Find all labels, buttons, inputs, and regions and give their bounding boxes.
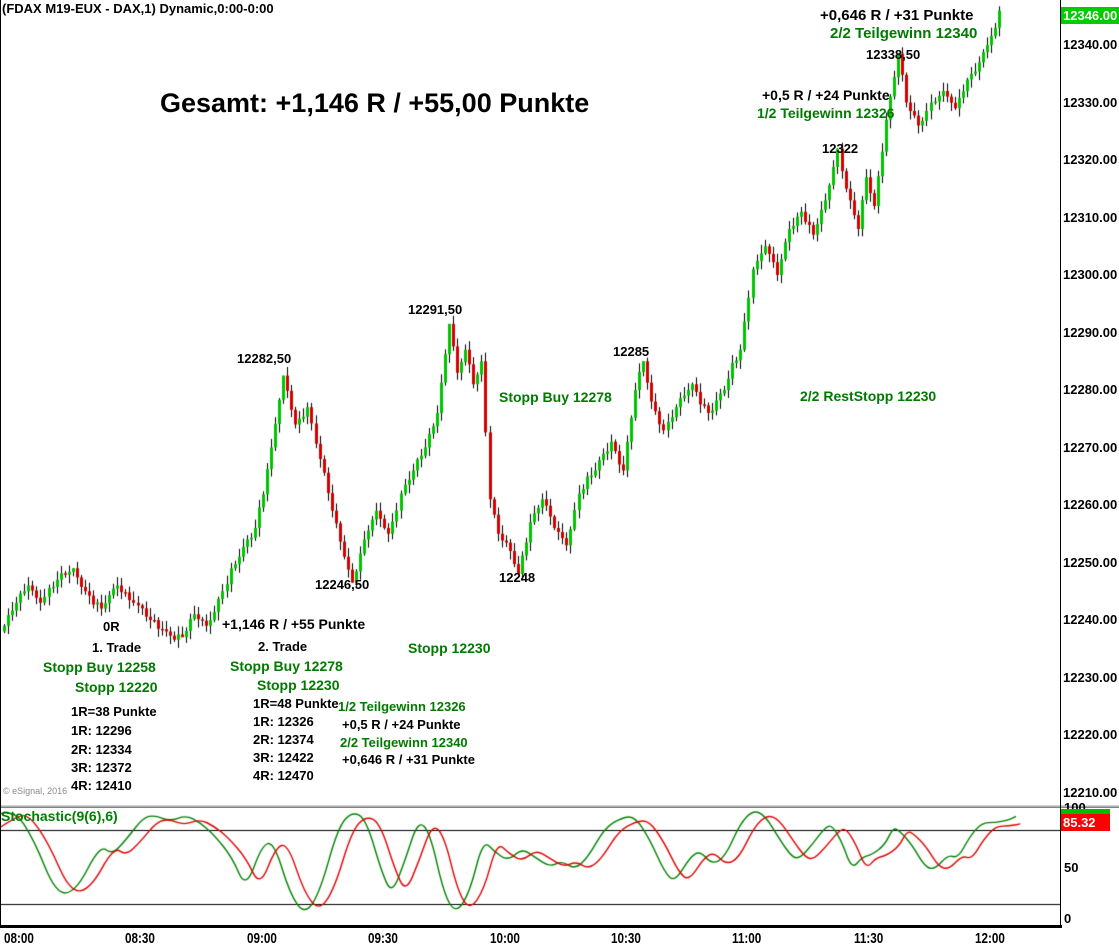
price-axis-label: 12340.00 [1063, 37, 1118, 52]
chart-annotation: Stopp 12220 [75, 679, 158, 695]
chart-annotation: 12291,50 [408, 302, 463, 317]
chart-annotation: 12282,50 [237, 351, 292, 366]
chart-annotation: 1/2 Teilgewinn 12326 [757, 105, 895, 121]
chart-annotation: 1. Trade [92, 640, 142, 655]
stochastic-value-flag: 85.32 [1061, 814, 1110, 831]
time-axis-label: 08:30 [125, 930, 156, 947]
chart-annotation: 3R: 12422 [253, 750, 314, 765]
chart-annotation: Gesamt: +1,146 R / +55,00 Punkte [160, 88, 590, 118]
chart-annotation: Stopp Buy 12278 [230, 658, 343, 674]
chart-annotation: 1R=38 Punkte [71, 704, 157, 719]
time-axis-label: 08:00 [4, 930, 34, 947]
price-axis-label: 12310.00 [1063, 209, 1118, 225]
chart-annotation: +1,146 R / +55 Punkte [222, 616, 366, 632]
price-axis-label: 12330.00 [1063, 94, 1118, 110]
chart-annotation: 12338,50 [866, 47, 921, 62]
price-axis-label: 12290.00 [1063, 324, 1118, 340]
time-axis-label: 11:30 [853, 930, 883, 947]
chart-annotation: +0,5 R / +24 Punkte [762, 87, 890, 103]
price-axis-label: 12220.00 [1063, 727, 1118, 742]
chart-annotation: 2/2 Teilgewinn 12340 [340, 735, 468, 750]
chart-annotation: 2R: 12334 [71, 742, 132, 757]
chart-annotation: 12248 [499, 570, 536, 585]
chart-left-border [0, 0, 1, 928]
chart-annotation: 12322 [822, 141, 859, 156]
chart-annotation: 1/2 Teilgewinn 12326 [338, 699, 466, 714]
chart-annotation: 4R: 12470 [253, 768, 314, 783]
esignal-watermark: © eSignal, 2016 [3, 786, 68, 796]
price-axis-label: 12250.00 [1063, 554, 1118, 570]
chart-annotation: +0,5 R / +24 Punkte [342, 717, 461, 732]
chart-annotation: +0,646 R / +31 Punkte [342, 752, 475, 767]
chart-annotation: 2R: 12374 [253, 732, 314, 747]
time-axis-label: 09:30 [368, 930, 399, 947]
last-price-flag: 12346.00 [1061, 7, 1119, 24]
chart-annotation: 1R: 12296 [71, 723, 132, 738]
chart-annotation: Stopp Buy 12258 [43, 659, 156, 675]
chart-annotation: 1R=48 Punkte [253, 696, 339, 711]
chart-annotation: 12285 [613, 344, 650, 359]
price-axis-label: 12210.00 [1063, 784, 1118, 800]
time-axis-label: 11:00 [732, 930, 762, 947]
chart-annotation: Stopp 12230 [257, 677, 340, 693]
chart-annotation: Stopp 12230 [408, 640, 491, 656]
axis-border-line [1060, 0, 1061, 928]
price-axis-label: 12320.00 [1063, 152, 1118, 167]
stochastic-scale-50: 50 [1064, 860, 1079, 875]
stochastic-label: Stochastic(9(6),6) [1, 808, 118, 824]
price-axis-label: 12230.00 [1063, 669, 1118, 685]
time-axis-border [0, 925, 1062, 928]
chart-annotation: 4R: 12410 [71, 778, 132, 793]
chart-annotation: Stopp Buy 12278 [499, 389, 612, 405]
chart-annotation: 2. Trade [258, 639, 308, 654]
price-chart-canvas[interactable] [0, 0, 1060, 806]
time-axis-label: 10:00 [489, 930, 520, 947]
price-axis-label: 12270.00 [1063, 439, 1118, 455]
chart-title: (FDAX M19-EUX - DAX,1) Dynamic,0:00-0:00 [2, 1, 274, 16]
price-axis-label: 12300.00 [1063, 267, 1118, 282]
chart-annotation: 3R: 12372 [71, 760, 132, 775]
chart-annotation: 12246,50 [315, 577, 370, 592]
time-axis-label: 09:00 [246, 930, 277, 947]
chart-annotation: 1R: 12326 [253, 714, 314, 729]
price-axis-label: 12240.00 [1063, 612, 1118, 627]
panel-divider[interactable] [0, 805, 1119, 808]
price-axis-label: 12280.00 [1063, 382, 1118, 397]
price-axis-label: 12260.00 [1063, 497, 1118, 512]
chart-annotation: +0,646 R / +31 Punkte [820, 7, 974, 24]
time-axis-label: 12:00 [975, 930, 1005, 947]
stochastic-scale-0: 0 [1064, 911, 1072, 926]
chart-annotation: 0R [103, 619, 120, 634]
chart-annotation: 2/2 Teilgewinn 12340 [830, 25, 978, 42]
chart-annotation: 2/2 RestStopp 12230 [800, 388, 937, 404]
time-axis-label: 10:30 [610, 930, 641, 947]
